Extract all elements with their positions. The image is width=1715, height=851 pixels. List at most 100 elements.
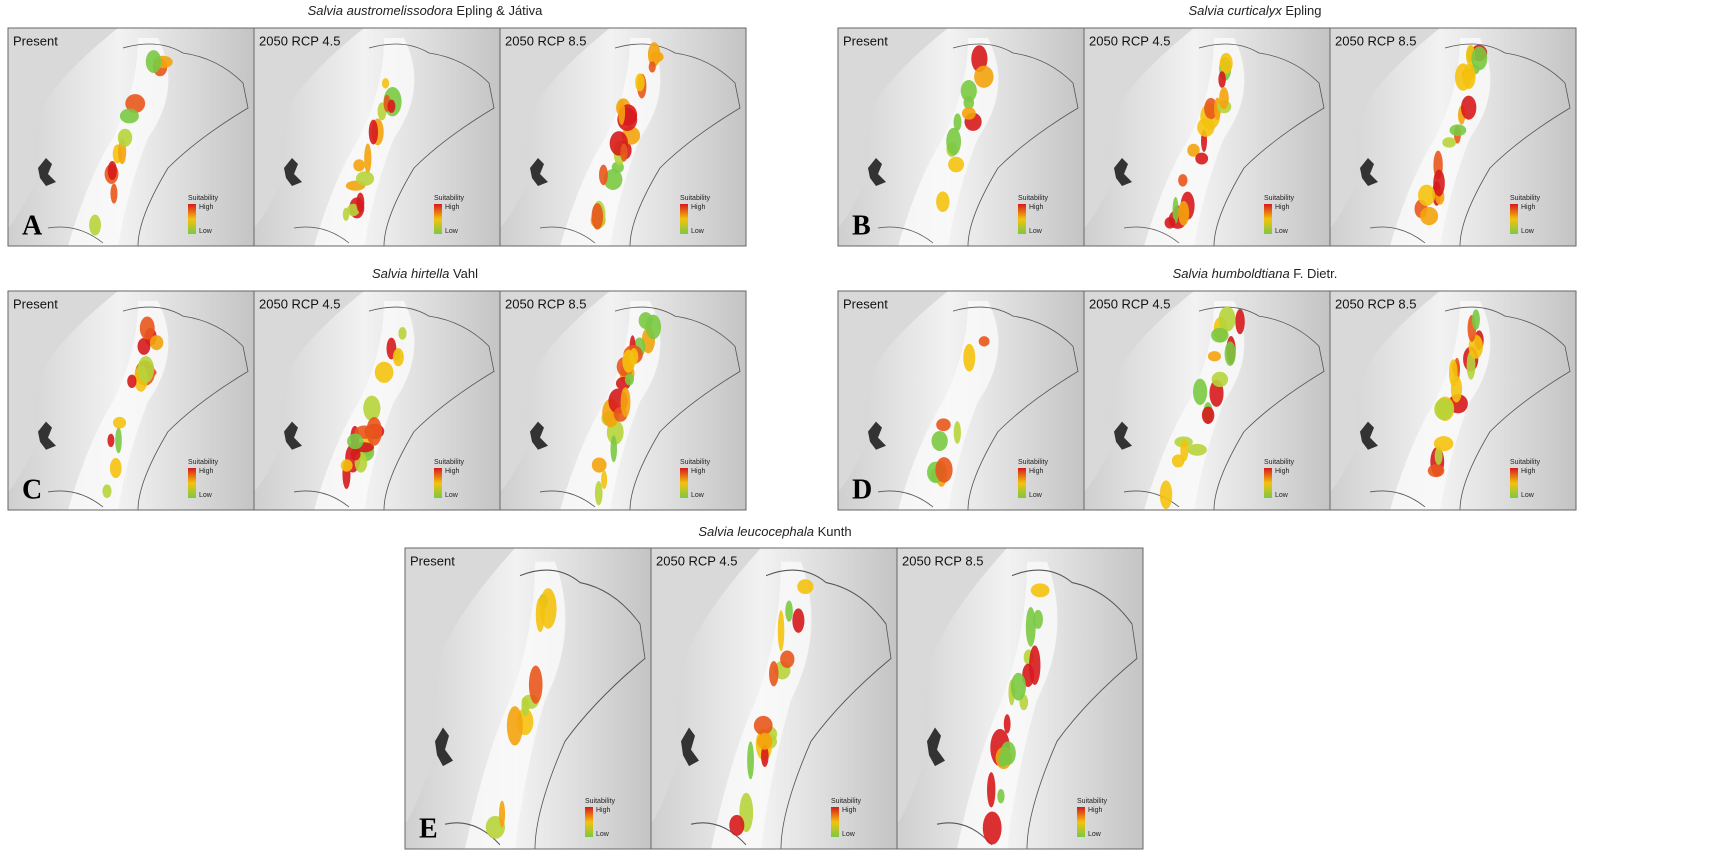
species: Salvia austromelissodora (308, 3, 453, 18)
suitability-patch (369, 120, 378, 145)
suitability-patch (936, 418, 951, 431)
authority: F. Dietr. (1290, 266, 1338, 281)
suitability-patch (987, 772, 995, 807)
legend-low: Low (1088, 831, 1102, 838)
legend-title: Suitability (188, 459, 218, 466)
suitability-patch (601, 471, 607, 489)
legend-title: Suitability (585, 798, 615, 805)
suitability-patch (150, 335, 163, 350)
suitability-patch (932, 431, 948, 451)
suitability-patch (146, 50, 162, 73)
legend-bar (188, 468, 196, 498)
suitability-patch (110, 458, 122, 478)
legend-bar (680, 204, 688, 234)
legend-title: Suitability (1510, 459, 1540, 466)
map: PresentSuitabilityHighLow (838, 28, 1084, 246)
legend-title: Suitability (1264, 459, 1294, 466)
suitability-patch (393, 348, 404, 366)
legend-low: Low (1521, 492, 1535, 499)
scenario-label: 2050 RCP 4.5 (656, 553, 737, 568)
suitability-patch (979, 336, 990, 346)
scenario-label: 2050 RCP 4.5 (259, 33, 340, 48)
suitability-patch (936, 191, 949, 212)
suitability-patch (1449, 359, 1458, 386)
suitability-patch (1211, 328, 1228, 343)
suitability-patch (115, 427, 122, 453)
legend-high: High (596, 807, 611, 814)
suitability-patch (341, 459, 353, 471)
suitability-patch (983, 811, 1002, 844)
suitability-patch (540, 588, 557, 629)
legend-bar (434, 204, 442, 234)
suitability-patch (1219, 87, 1229, 109)
panel-title: Salvia humboldtiana F. Dietr. (1173, 266, 1338, 281)
legend-low: Low (842, 831, 856, 838)
suitability-patch (592, 457, 607, 472)
scenario-label: 2050 RCP 8.5 (505, 296, 586, 311)
suitability-patch (649, 61, 656, 72)
legend-bar (1264, 468, 1272, 498)
suitability-patch (1033, 610, 1043, 629)
legend-bar (831, 807, 839, 837)
legend-bar (1510, 468, 1518, 498)
panel-letter: A (22, 210, 43, 241)
panel: Salvia austromelissodora Epling & Játiva… (8, 3, 746, 246)
suitability-patch (1031, 583, 1050, 597)
suitability-patch (140, 317, 155, 340)
legend-low: Low (1275, 492, 1289, 499)
suitability-patch (962, 107, 976, 119)
panel: Salvia curticalyx EplingPresentSuitabili… (838, 3, 1576, 246)
suitability-patch (382, 78, 389, 88)
suitability-patch (1433, 170, 1445, 197)
map: 2050 RCP 4.5SuitabilityHighLow (1084, 28, 1330, 246)
map: PresentSuitabilityHighLow (8, 291, 254, 510)
suitability-patch (780, 650, 794, 668)
suitability-patch (1197, 118, 1214, 137)
species: Salvia leucocephala (698, 524, 814, 539)
suitability-patch (507, 706, 523, 745)
scenario-label: 2050 RCP 4.5 (1089, 33, 1170, 48)
legend-low: Low (1029, 228, 1043, 235)
panel: Salvia leucocephala KunthPresentSuitabil… (405, 524, 1143, 849)
suitability-patch (350, 448, 360, 461)
legend-title: Suitability (831, 798, 861, 805)
panel: Salvia hirtella VahlPresentSuitabilityHi… (8, 266, 746, 510)
legend-title: Suitability (1264, 195, 1294, 202)
suitability-patch (388, 100, 396, 113)
legend-title: Suitability (1077, 798, 1107, 805)
suitability-patch (529, 666, 543, 704)
suitability-patch (1218, 71, 1226, 88)
suitability-patch (754, 716, 773, 735)
authority: Kunth (814, 524, 852, 539)
legend-high: High (1275, 468, 1290, 475)
suitability-patch (625, 373, 634, 385)
legend-bar (188, 204, 196, 234)
legend-high: High (1029, 468, 1044, 475)
suitability-patch (1434, 436, 1454, 451)
suitability-patch (118, 129, 132, 147)
suitability-patch (1418, 185, 1435, 206)
scenario-label: 2050 RCP 4.5 (1089, 296, 1170, 311)
legend-bar (434, 468, 442, 498)
suitability-patch (785, 600, 793, 621)
species: Salvia humboldtiana (1173, 266, 1290, 281)
legend-high: High (1275, 204, 1290, 211)
suitability-patch (954, 421, 961, 444)
suitability-patch (89, 215, 101, 236)
suitability-patch (1428, 464, 1445, 477)
map: 2050 RCP 4.5SuitabilityHighLow (254, 291, 500, 510)
legend-title: Suitability (680, 195, 710, 202)
panel-letter: B (852, 210, 871, 241)
suitability-patch (1471, 46, 1487, 70)
map: 2050 RCP 8.5SuitabilityHighLow (500, 28, 746, 246)
suitability-patch (747, 741, 754, 779)
suitability-patch (364, 144, 371, 174)
legend-title: Suitability (188, 195, 218, 202)
suitability-patch (138, 356, 155, 383)
legend-low: Low (596, 831, 610, 838)
suitability-patch (366, 417, 381, 446)
suitability-patch (1235, 309, 1244, 334)
legend-title: Suitability (1510, 195, 1540, 202)
